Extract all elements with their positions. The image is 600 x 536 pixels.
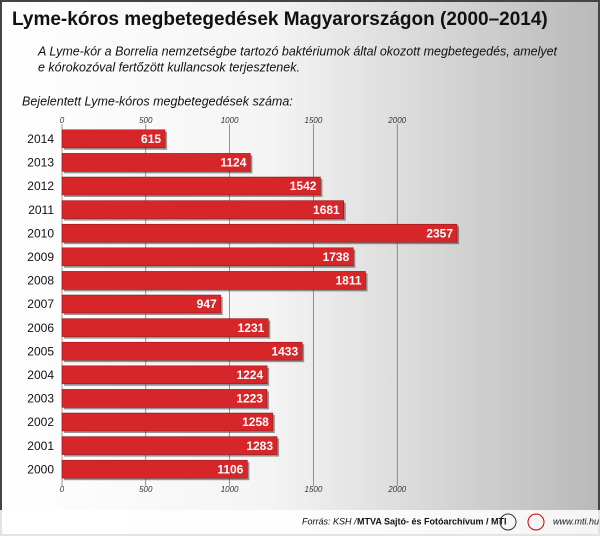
- bar: [61, 271, 366, 290]
- y-tick-label: 2005: [27, 344, 54, 358]
- axis-label: Bejelentett Lyme-kóros megbetegedések sz…: [22, 94, 293, 108]
- value-label: 1124: [220, 156, 246, 170]
- bar: [61, 389, 268, 408]
- bar: [61, 200, 344, 219]
- y-tick-label: 2008: [27, 274, 54, 288]
- bar: [61, 365, 268, 385]
- x-tick-label: 1500: [305, 485, 323, 494]
- x-tick-label: 500: [139, 485, 153, 494]
- value-label: 1223: [236, 392, 263, 406]
- y-tick-label: 2010: [27, 226, 54, 240]
- x-tick-label: 2000: [387, 485, 406, 494]
- bar: [61, 318, 269, 337]
- bar: [61, 247, 354, 267]
- bar: [61, 436, 278, 455]
- y-tick-label: 2004: [27, 368, 54, 382]
- y-tick-label: 2013: [27, 156, 54, 170]
- x-tick-label: 1500: [305, 116, 323, 125]
- value-label: 2357: [426, 226, 453, 240]
- y-tick-label: 2012: [27, 179, 54, 193]
- bar: [61, 176, 321, 196]
- value-label: 1283: [246, 439, 273, 453]
- chart-title: Lyme-kóros megbetegedések Magyarországon…: [12, 9, 548, 30]
- value-label: 1681: [313, 203, 340, 217]
- value-label: 615: [141, 132, 161, 146]
- website: www.mti.hu: [553, 516, 599, 526]
- y-tick-label: 2002: [27, 415, 54, 429]
- subtitle: e kórokozóval fertőzött kullancsok terje…: [38, 60, 300, 74]
- x-tick-label: 2000: [387, 116, 406, 125]
- value-label: 1738: [323, 250, 350, 264]
- value-label: 1258: [242, 415, 269, 429]
- bar: [61, 129, 166, 149]
- y-tick-label: 2009: [27, 250, 54, 264]
- y-tick-label: 2000: [27, 462, 54, 476]
- value-label: 1224: [236, 368, 263, 382]
- y-tick-label: 2014: [27, 132, 54, 146]
- bar: [61, 459, 248, 479]
- x-tick-label: 1000: [221, 485, 239, 494]
- source: MTVA Sajtó- és Fotóarchívum / MTI: [357, 516, 507, 526]
- logo: [527, 513, 545, 531]
- value-label: 1811: [335, 274, 361, 288]
- value-label: 1106: [217, 462, 243, 476]
- logo: [499, 513, 517, 531]
- subtitle: A Lyme-kór a Borrelia nemzetségbe tartoz…: [37, 44, 558, 58]
- bar: [61, 153, 251, 172]
- source: Forrás: KSH /: [302, 516, 358, 526]
- y-tick-label: 2001: [27, 439, 54, 453]
- x-tick-label: 500: [139, 116, 153, 125]
- x-tick-label: 0: [60, 485, 65, 494]
- x-tick-label: 0: [60, 116, 65, 125]
- y-tick-label: 2007: [27, 297, 54, 311]
- bar: [61, 223, 458, 243]
- bar: [61, 294, 221, 314]
- bar: [61, 341, 303, 361]
- value-label: 1542: [290, 179, 317, 193]
- x-tick-label: 1000: [221, 116, 239, 125]
- y-tick-label: 2006: [27, 321, 54, 335]
- value-label: 947: [197, 297, 217, 311]
- bar: [61, 412, 274, 432]
- y-tick-label: 2003: [27, 392, 54, 406]
- value-label: 1231: [238, 321, 265, 335]
- y-tick-label: 2011: [28, 203, 54, 217]
- value-label: 1433: [271, 344, 298, 358]
